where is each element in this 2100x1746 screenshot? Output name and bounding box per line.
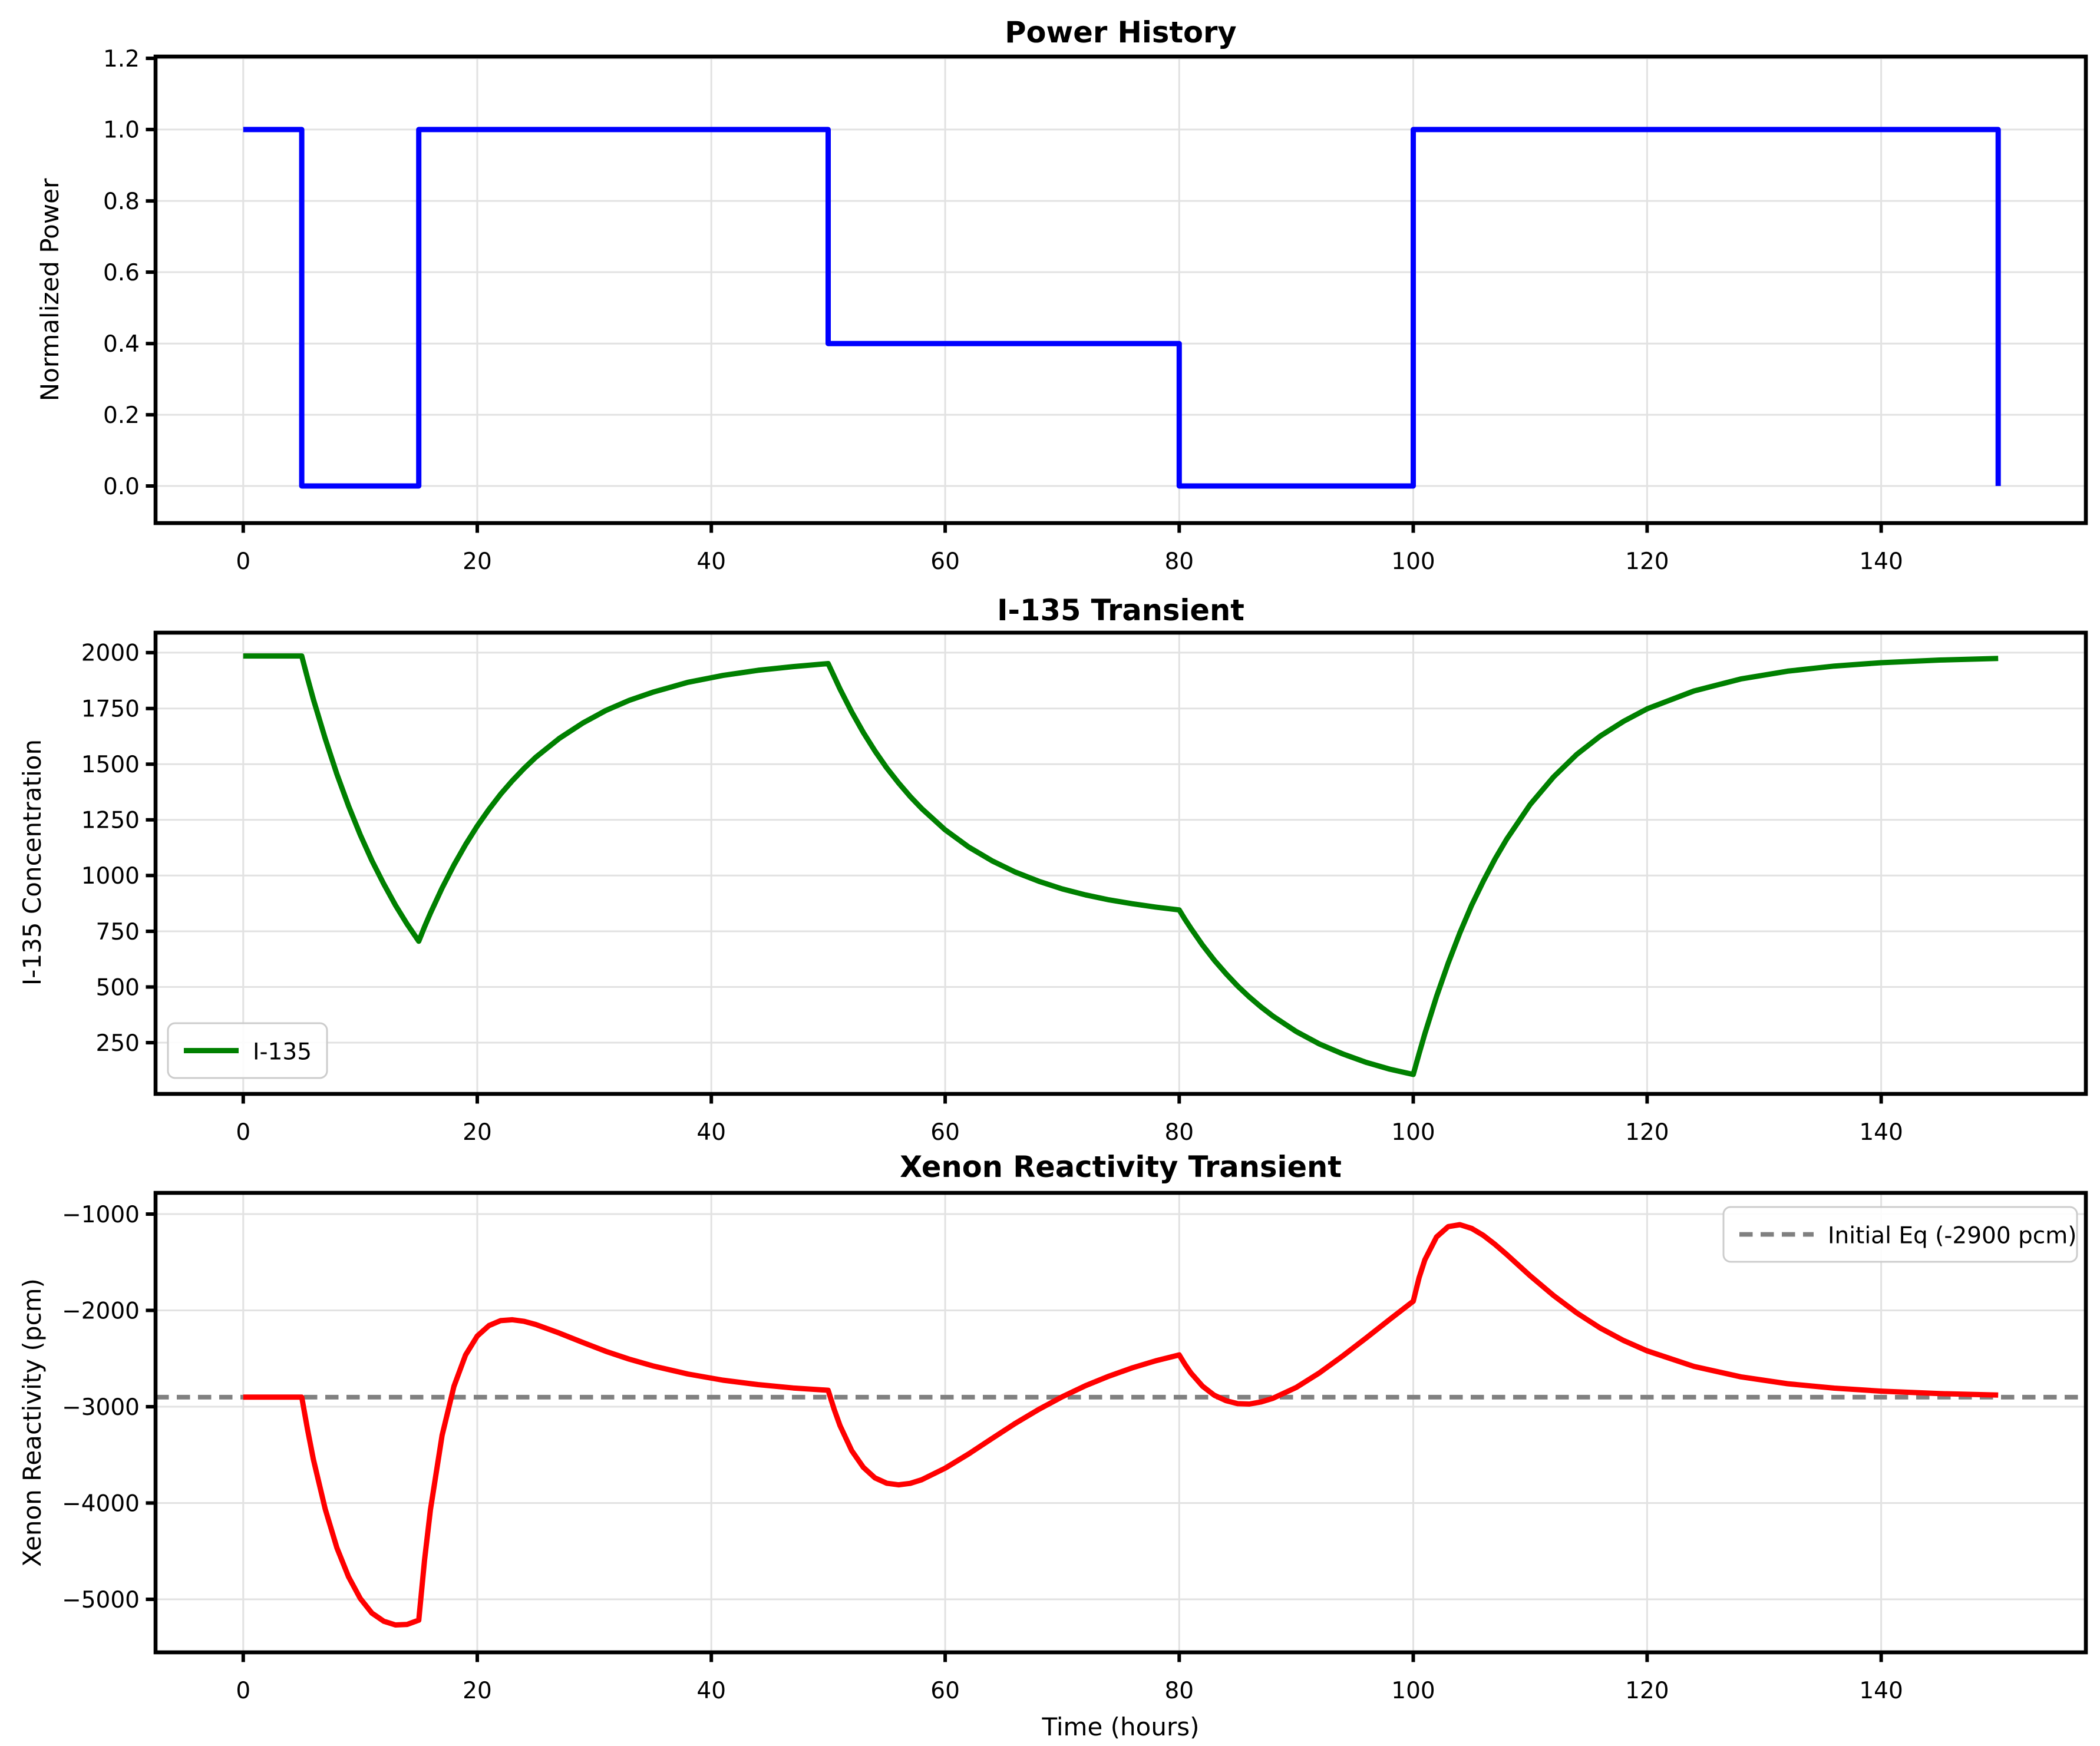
y-tick-label: 1250 bbox=[81, 808, 140, 834]
xenon-legend-box bbox=[1722, 1206, 2078, 1263]
x-tick-label: 60 bbox=[930, 1678, 960, 1704]
time-axis-label: Time (hours) bbox=[1042, 1712, 1200, 1741]
y-tick-label: 1750 bbox=[81, 696, 140, 723]
iodine-legend-box bbox=[167, 1022, 328, 1079]
y-tick-label: 2000 bbox=[81, 640, 140, 667]
power-history-chart: 0 20 40 60 80 100 120 1400.00.20.40.60.81.01.2 … bbox=[35, 15, 2088, 575]
x-tick-label: 60 bbox=[930, 1119, 960, 1146]
y-tick-label: 0.4 bbox=[103, 331, 140, 358]
x-tick-label: 0 bbox=[236, 548, 250, 575]
iodine-curve bbox=[243, 653, 1999, 1077]
x-tick-label: 20 bbox=[463, 1678, 492, 1704]
y-tick-label: 0.2 bbox=[103, 402, 140, 429]
x-tick-label: 20 bbox=[463, 548, 492, 575]
xenon-reactivity-chart: 0 20 40 60 80 100 120 140 −5000 −4000 −3000 −2000 −1… bbox=[18, 1150, 2088, 1741]
y-tick-label: 1.2 bbox=[103, 46, 140, 72]
iodine-transient-title: I-135 Transient bbox=[997, 593, 1244, 627]
power-history-ylabel: Normalized Power bbox=[35, 178, 64, 401]
x-tick-label: 100 bbox=[1391, 1119, 1435, 1146]
y-tick-label: 0.0 bbox=[103, 474, 140, 500]
plot-border bbox=[153, 1191, 2088, 1655]
y-tick-label: 0.6 bbox=[103, 260, 140, 286]
plot-border bbox=[153, 54, 2088, 525]
y-tick-label: 0.8 bbox=[103, 189, 140, 215]
y-tick-label: −3000 bbox=[62, 1394, 140, 1421]
x-tick-label: 100 bbox=[1391, 548, 1435, 575]
x-tick-label: 80 bbox=[1164, 1678, 1194, 1704]
iodine-plot-area: 0 20 40 60 80 100 120 140 250 500 750 1000 1250 1500 1… bbox=[81, 630, 2088, 1146]
x-tick-label: 0 bbox=[236, 1119, 250, 1146]
xenon-eq-legend: Initial Eq (-2900 pcm) bbox=[1722, 1206, 2078, 1263]
xenon-ylabel: Xenon Reactivity (pcm) bbox=[18, 1278, 47, 1567]
power-curve bbox=[243, 127, 2001, 489]
xenon-reactivity-title: Xenon Reactivity Transient bbox=[900, 1150, 1342, 1184]
y-tick-label: −5000 bbox=[62, 1587, 140, 1613]
x-tick-label: 0 bbox=[236, 1678, 250, 1704]
plot-border bbox=[153, 630, 2088, 1096]
x-tick-label: 80 bbox=[1164, 548, 1194, 575]
power-history-plot-area: 0 20 40 60 80 100 120 140 0.0 0.2 0.4 0.6 0.8 1.0 1.2 bbox=[103, 46, 2088, 575]
x-tick-label: 140 bbox=[1859, 1678, 1903, 1704]
y-tick-label: −1000 bbox=[62, 1202, 140, 1228]
y-tick-label: −4000 bbox=[62, 1490, 140, 1517]
x-tick-label: 120 bbox=[1625, 1119, 1669, 1146]
x-tick-label: 120 bbox=[1625, 1678, 1669, 1704]
iodine-transient-chart: 0 20 40 60 80 100 120 140 250 500 750 1000 1250 1500 1… bbox=[18, 593, 2088, 1146]
x-tick-label: 20 bbox=[463, 1119, 492, 1146]
x-tick-label: 40 bbox=[696, 1119, 726, 1146]
y-tick-label: 1000 bbox=[81, 863, 140, 889]
y-tick-label: 500 bbox=[96, 974, 140, 1001]
x-tick-label: 100 bbox=[1391, 1678, 1435, 1704]
power-history-title: Power History bbox=[1005, 15, 1236, 49]
x-tick-label: 140 bbox=[1859, 1119, 1903, 1146]
y-tick-label: 750 bbox=[96, 919, 140, 945]
y-tick-label: 1500 bbox=[81, 752, 140, 778]
x-tick-label: 140 bbox=[1859, 548, 1903, 575]
x-tick-label: 60 bbox=[930, 548, 960, 575]
x-tick-label: 80 bbox=[1164, 1119, 1194, 1146]
xenon-curve bbox=[243, 1222, 1999, 1628]
x-tick-label: 120 bbox=[1625, 548, 1669, 575]
y-tick-label: 1.0 bbox=[103, 117, 140, 144]
iodine-ylabel: I-135 Concentration bbox=[18, 739, 47, 986]
y-tick-label: 250 bbox=[96, 1030, 140, 1057]
iodine-legend-label: I-135 bbox=[253, 1039, 312, 1066]
iodine-legend: I-135 bbox=[167, 1022, 328, 1079]
x-tick-label: 40 bbox=[696, 1678, 726, 1704]
xenon-plot-area: 0 20 40 60 80 100 120 140 −5000 −4000 −3000 −2000 −1… bbox=[62, 1191, 2088, 1704]
x-tick-label: 40 bbox=[696, 548, 726, 575]
y-tick-label: −2000 bbox=[62, 1298, 140, 1324]
xenon-legend-label: Initial Eq (-2900 pcm) bbox=[1828, 1223, 2076, 1249]
